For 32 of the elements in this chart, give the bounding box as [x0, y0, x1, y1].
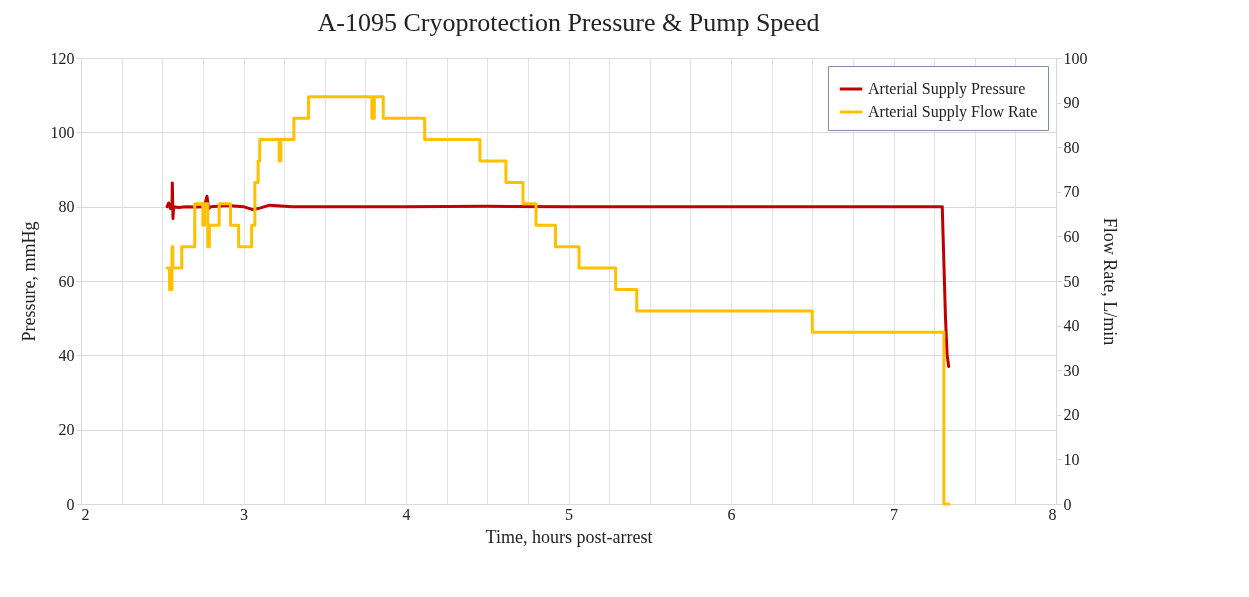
y-tick-label: 40: [58, 346, 75, 364]
legend-label: Arterial Supply Pressure: [868, 80, 1026, 98]
x-tick-label: 4: [402, 505, 411, 523]
y-tick-label: 80: [58, 198, 75, 216]
y2-axis-title: Flow Rate, L/min: [1099, 217, 1120, 346]
x-axis-title: Time, hours post-arrest: [485, 526, 653, 547]
y-tick-label: 20: [58, 421, 75, 439]
x-tick-label: 3: [240, 505, 248, 523]
x-tick-label: 5: [565, 505, 573, 523]
y2-tick-label: 60: [1063, 227, 1080, 245]
legend-label: Arterial Supply Flow Rate: [868, 103, 1038, 121]
x-tick-label: 7: [890, 505, 898, 523]
y2-tick-label: 80: [1063, 138, 1080, 156]
y-axis-title: Pressure, mmHg: [18, 221, 39, 342]
y2-tick-label: 30: [1063, 361, 1080, 379]
x-tick-label: 6: [727, 505, 736, 523]
y2-tick-label: 70: [1063, 183, 1080, 201]
y-tick-label: 100: [50, 123, 75, 141]
chart-title: A-1095 Cryoprotection Pressure & Pump Speed: [317, 8, 820, 37]
y2-tick-label: 50: [1063, 272, 1080, 290]
y2-tick-label: 90: [1063, 94, 1080, 112]
y-tick-label: 120: [50, 49, 75, 67]
y-tick-label: 0: [66, 495, 75, 513]
y2-tick-label: 100: [1063, 49, 1088, 67]
y2-tick-label: 0: [1063, 495, 1072, 513]
y2-tick-label: 20: [1063, 406, 1080, 424]
x-tick-label: 2: [81, 505, 90, 523]
line-series: [165, 181, 951, 368]
x-tick-label: 8: [1048, 505, 1057, 523]
y2-tick-label: 40: [1063, 317, 1080, 335]
y-tick-label: 60: [58, 272, 75, 290]
y2-tick-label: 10: [1063, 450, 1080, 468]
